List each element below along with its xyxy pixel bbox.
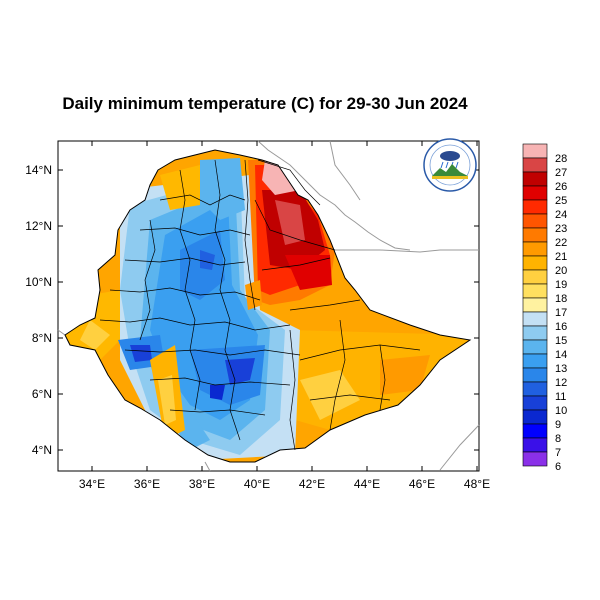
lat-label-12n: 12°N: [25, 219, 52, 233]
colorbar-swatch: [522, 325, 548, 341]
colorbar-swatch: [522, 227, 548, 243]
colorbar-label: 6: [555, 461, 561, 473]
colorbar-swatch: [522, 157, 548, 173]
colorbar-swatch: [522, 255, 548, 271]
lat-label-8n: 8°N: [32, 331, 52, 345]
colorbar-label: 27: [555, 167, 567, 179]
colorbar-swatch: [522, 143, 548, 159]
colorbar-label: 10: [555, 405, 567, 417]
institute-logo-icon: [423, 138, 477, 192]
colorbar-label: 21: [555, 251, 567, 263]
colorbar-swatch: [522, 311, 548, 327]
lon-tick-marks: [91, 141, 478, 471]
colorbar-swatch: [522, 409, 548, 425]
colorbar-label: 12: [555, 377, 567, 389]
lat-label-14n: 14°N: [25, 163, 52, 177]
colorbar-label: 25: [555, 195, 567, 207]
colorbar-label: 23: [555, 223, 567, 235]
colorbar-swatch: [522, 297, 548, 313]
colorbar: 28 27 26 25 24 23 22 21 20 19 18 17 16 15 14 13 12 11 10 9 8…: [522, 143, 567, 473]
lat-label-4n: 4°N: [32, 443, 52, 457]
colorbar-swatch: [522, 269, 548, 285]
lat-label-10n: 10°N: [25, 275, 52, 289]
colorbar-swatch: [522, 241, 548, 257]
lon-label-38e: 38°E: [189, 477, 215, 491]
lon-label-40e: 40°E: [244, 477, 270, 491]
colorbar-label: 13: [555, 363, 567, 375]
admin-boundaries: [99, 159, 421, 451]
colorbar-swatch: [522, 451, 548, 467]
colorbar-label: 8: [555, 433, 561, 445]
colorbar-label: 19: [555, 279, 567, 291]
colorbar-swatch: [522, 339, 548, 355]
colorbar-swatch: [522, 381, 548, 397]
colorbar-label: 18: [555, 293, 567, 305]
colorbar-label: 15: [555, 335, 567, 347]
colorbar-swatch: [522, 185, 548, 201]
colorbar-swatch: [522, 423, 548, 439]
colorbar-label: 17: [555, 307, 567, 319]
colorbar-label: 28: [555, 153, 567, 165]
colorbar-swatch: [522, 283, 548, 299]
lon-label-42e: 42°E: [299, 477, 325, 491]
lon-label-48e: 48°E: [464, 477, 490, 491]
neighbor-borders: [57, 140, 480, 472]
colorbar-label: 20: [555, 265, 567, 277]
colorbar-label: 9: [555, 419, 561, 431]
colorbar-swatch: [522, 367, 548, 383]
colorbar-label: 24: [555, 209, 567, 221]
colorbar-label: 7: [555, 447, 561, 459]
colorbar-label: 26: [555, 181, 567, 193]
colorbar-label: 16: [555, 321, 567, 333]
colorbar-label: 11: [555, 391, 566, 403]
lon-label-36e: 36°E: [134, 477, 160, 491]
lat-tick-marks: [58, 169, 479, 451]
colorbar-swatch: [522, 213, 548, 229]
colorbar-swatch: [522, 171, 548, 187]
colorbar-label: 22: [555, 237, 567, 249]
colorbar-swatch: [522, 395, 548, 411]
colorbar-label: 14: [555, 349, 567, 361]
colorbar-swatch: [522, 437, 548, 453]
lon-label-44e: 44°E: [354, 477, 380, 491]
lon-label-46e: 46°E: [409, 477, 435, 491]
colorbar-swatch: [522, 199, 548, 215]
colorbar-swatch: [522, 353, 548, 369]
lon-label-34e: 34°E: [79, 477, 105, 491]
lat-label-6n: 6°N: [32, 387, 52, 401]
map-title: Daily minimum temperature (C) for 29-30 …: [62, 94, 468, 113]
